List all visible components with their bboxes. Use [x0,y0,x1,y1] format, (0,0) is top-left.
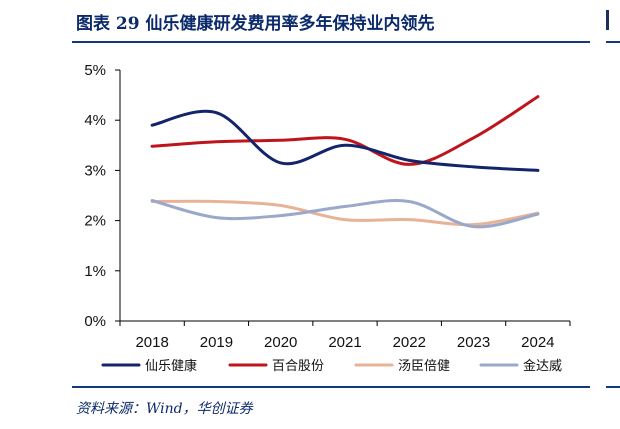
chart-axes: 0% 1% 2% 3% 4% 5% 2018 2019 2020 2021 2022 2023 2024 [84,62,571,351]
y-tick-label: 3% [84,162,106,179]
x-tick-label: 2024 [521,334,554,351]
x-tick-label: 2021 [328,334,361,351]
legend-label: 仙乐健康 [145,358,197,374]
y-tick-label: 4% [84,112,106,129]
x-tick-label: 2018 [135,334,168,351]
x-tick-label: 2020 [264,334,297,351]
series-line-4 [150,199,540,229]
series-line-3 [150,199,540,227]
legend-label: 汤臣倍健 [398,359,450,374]
y-tick-label: 1% [84,263,106,280]
adjacent-panel-rule [606,41,620,43]
y-tick-label: 2% [84,213,106,230]
legend-label: 百合股份 [272,359,324,374]
y-tick-label: 0% [84,313,106,330]
footer-rule [72,386,590,388]
figure-title: 图表 29 仙乐健康研发费用率多年保持业内领先 [76,14,435,34]
source-note: 资料来源：Wind，华创证券 [76,401,253,417]
x-tick-label: 2022 [393,334,426,351]
adjacent-panel-edge [606,10,609,30]
chart-legend: 仙乐健康 百合股份 汤臣倍健 金达威 [101,358,562,374]
x-tick-label: 2019 [200,334,233,351]
series-line-2 [150,95,540,166]
y-tick-label: 5% [84,62,106,79]
x-tick-label: 2023 [457,334,490,351]
series-line-1 [150,109,540,172]
adjacent-panel-footer-rule [606,386,620,388]
title-rule [72,41,590,43]
chart-series [150,95,540,229]
legend-label: 金达威 [523,358,562,374]
